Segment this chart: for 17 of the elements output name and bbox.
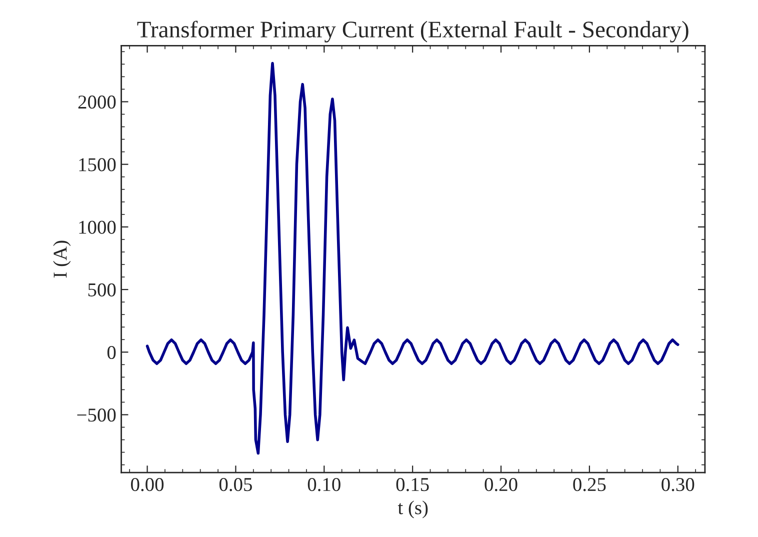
x-tick-label: 0.10 [308, 478, 340, 492]
y-tick-label: 500 [88, 283, 116, 296]
x-axis-title: t (s) [398, 500, 428, 518]
y-tick-label: 0 [107, 346, 116, 360]
y-tick-label: 1000 [79, 220, 116, 234]
chart-title: Transformer Primary Current (External Fault - Secondary) [137, 20, 688, 42]
x-tick-label: 0.15 [396, 478, 429, 492]
x-tick-label: 0.25 [573, 478, 606, 492]
y-tick-label: −500 [77, 408, 116, 422]
y-axis-title: I (A) [53, 240, 71, 278]
x-tick-label: 0.05 [219, 478, 252, 492]
y-tick-label: 2000 [78, 96, 116, 109]
x-tick-label: 0.00 [131, 478, 164, 492]
x-tick-label: 0.20 [484, 478, 518, 492]
x-tick-label: 0.30 [662, 478, 694, 492]
line-series [146, 62, 680, 455]
y-tick-label: 1500 [79, 158, 116, 172]
